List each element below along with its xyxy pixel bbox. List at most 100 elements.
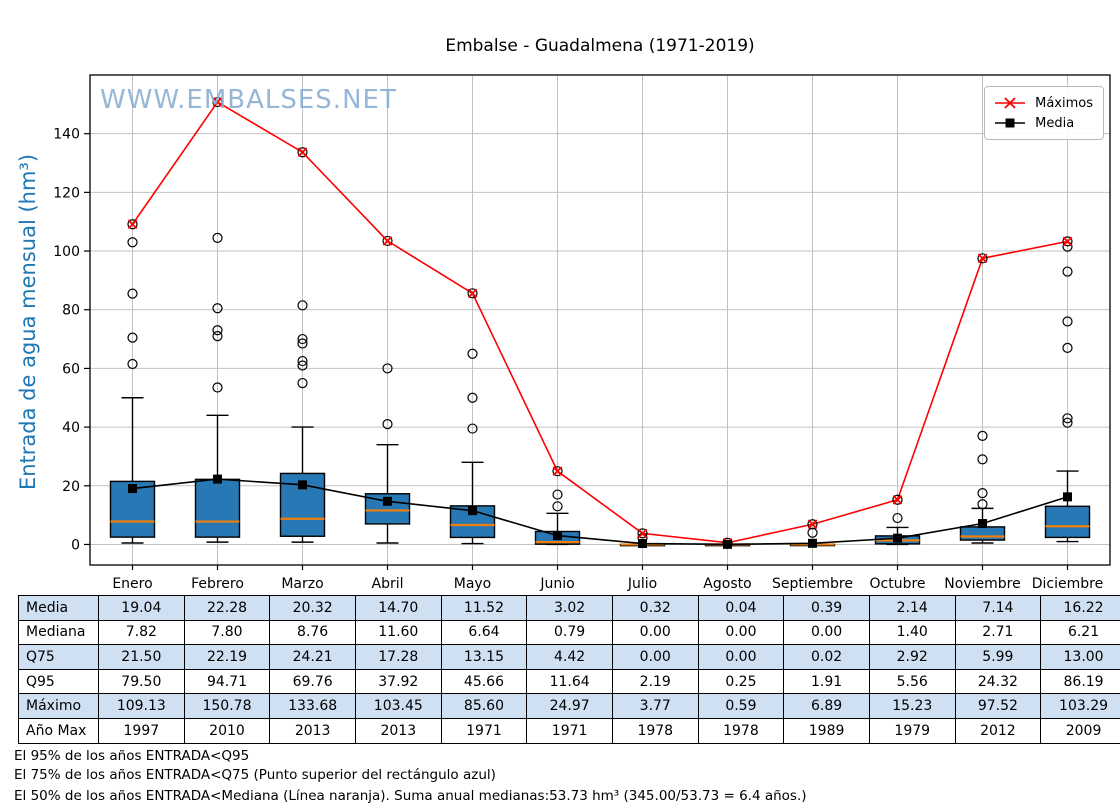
table-cell: 0.00	[697, 619, 785, 646]
media-square-marker	[638, 539, 647, 549]
max-outlier-circle	[467, 288, 478, 299]
x-tick-label: Octubre	[869, 576, 925, 592]
table-cell: 0.00	[697, 644, 785, 670]
table-cell: 69.76	[269, 668, 356, 695]
outlier-point	[1062, 266, 1073, 277]
table-cell: 24.97	[526, 693, 613, 719]
table-row-label: Q95	[18, 668, 99, 695]
outlier-point	[127, 358, 138, 370]
media-square-marker	[808, 538, 817, 548]
outlier-point	[552, 489, 563, 500]
maximos-line-icon	[995, 97, 1026, 109]
table-row-label: Q75	[18, 644, 99, 670]
y-tick-label: 120	[53, 185, 80, 201]
maximos-line	[131, 100, 1068, 544]
outlier-point	[297, 300, 308, 311]
table-cell: 2.19	[611, 668, 699, 695]
outlier-point	[127, 237, 138, 248]
outlier-point	[212, 331, 223, 342]
plot-border	[89, 74, 1111, 566]
table-row: Q95 79.50 94.71 69.76 37.92 45.66 11.64 2.19 0.2…	[18, 668, 1120, 695]
table-cell: 2.71	[954, 619, 1042, 646]
media-square-marker	[723, 539, 732, 549]
table-cell: 1.91	[783, 668, 870, 695]
table-cell: 85.60	[440, 693, 528, 719]
table-cell: 103.45	[354, 693, 442, 719]
table-row-label: Máximo	[18, 693, 99, 719]
x-tick-label: Agosto	[703, 576, 751, 592]
outlier-point	[1062, 316, 1073, 327]
table-cell: 3.77	[611, 693, 699, 719]
y-tick-label: 140	[53, 127, 80, 143]
outlier-point	[467, 348, 478, 359]
media-square-marker	[128, 484, 137, 494]
outlier-point	[127, 288, 138, 299]
max-x-marker	[1062, 236, 1073, 247]
x-tick-label: Diciembre	[1032, 576, 1103, 592]
table-row: Media 19.04 22.28 20.32 14.70 11.52 3.02 0.32 0.…	[18, 595, 1120, 621]
x-tick-label: Junio	[539, 576, 574, 592]
max-outlier-circle	[977, 253, 988, 264]
table-cell: 14.70	[354, 595, 442, 621]
table-cell: 37.92	[354, 668, 442, 695]
max-outlier-circle	[382, 235, 393, 247]
table-cell: 0.00	[611, 644, 699, 670]
table-cell: 24.32	[954, 668, 1042, 695]
outlier-point	[467, 423, 478, 434]
table-cell: 133.68	[269, 693, 356, 719]
table-cell: 7.14	[954, 595, 1042, 621]
media-line	[132, 478, 1068, 546]
footer-note-q75: El 75% de los años ENTRADA<Q75 (Punto su…	[14, 766, 496, 783]
table-cell: 1979	[868, 717, 956, 744]
table-cell: 150.78	[183, 693, 271, 719]
max-x-marker	[297, 147, 308, 158]
y-tick-label: 80	[62, 303, 80, 319]
outlier-point	[297, 355, 308, 367]
outlier-point	[212, 382, 223, 393]
outlier-point	[212, 325, 223, 336]
media-square-marker	[553, 531, 562, 541]
max-x-marker	[467, 288, 478, 299]
legend-label-media: Media	[1035, 115, 1075, 131]
table-cell: 8.76	[269, 619, 356, 646]
table-row: Mediana 7.82 7.80 8.76 11.60 6.64 0.79 0.00 0.00…	[18, 619, 1120, 646]
y-tick-label: 40	[62, 420, 80, 436]
table-cell: 0.79	[526, 619, 613, 646]
table-cell: 109.13	[98, 693, 185, 719]
monthly-statistics-table: Media 19.04 22.28 20.32 14.70 11.52 3.02 0.32 0.…	[18, 595, 1120, 744]
outlier-point	[977, 430, 988, 441]
max-outlier-circle	[1062, 236, 1073, 247]
max-outlier-circle	[552, 466, 563, 477]
table-cell: 2013	[354, 717, 442, 744]
table-row: Año Max 1997 2010 2013 2013 1971 1971 1978 1978 1…	[18, 717, 1120, 744]
max-x-marker	[807, 519, 818, 530]
outlier-point	[977, 499, 988, 510]
legend-label-maximos: Máximos	[1035, 95, 1093, 111]
table-cell: 79.50	[98, 668, 185, 695]
boxplot-chart: 0 20 40 60 80 100 120 140 Enero Febrero Marzo Abril…	[53, 74, 1111, 592]
table-cell: 1989	[783, 717, 870, 744]
footer-note-q95: El 95% de los años ENTRADA<Q95	[14, 748, 250, 764]
x-tick-label: Febrero	[191, 576, 244, 592]
outlier-point	[297, 360, 308, 371]
table-cell: 2.14	[868, 595, 956, 621]
watermark: WWW.EMBALSES.NET	[100, 85, 397, 115]
table-cell: 6.64	[440, 619, 528, 646]
table-cell: 22.28	[183, 595, 271, 621]
outlier-point	[212, 303, 223, 314]
outlier-point	[382, 419, 393, 430]
media-square-marker	[298, 480, 307, 490]
table-cell: 13.00	[1040, 644, 1120, 670]
outlier-point	[382, 363, 393, 374]
y-tick-label: 0	[71, 537, 80, 553]
table-cell: 0.00	[783, 619, 870, 646]
table-cell: 7.80	[183, 619, 271, 646]
max-x-marker	[637, 528, 648, 539]
max-outlier-circle	[807, 519, 818, 530]
outlier-point	[1062, 413, 1073, 424]
table-cell: 103.29	[1040, 693, 1120, 719]
x-tick-label: Noviembre	[944, 576, 1020, 592]
table-cell: 17.28	[354, 644, 442, 670]
legend-item-media: Media	[994, 113, 1093, 133]
table-cell: 16.22	[1040, 595, 1120, 621]
